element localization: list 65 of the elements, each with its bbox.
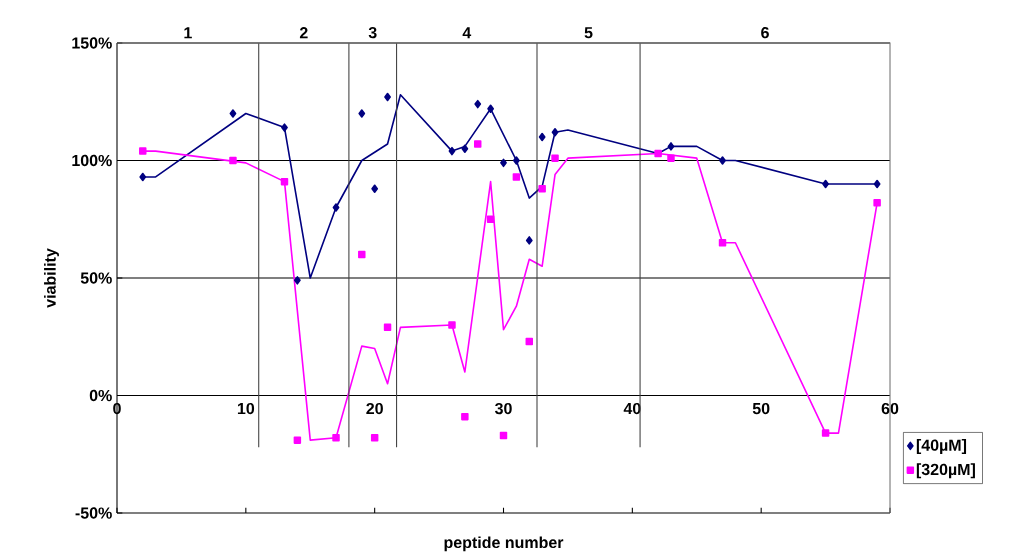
y-axis-title: viability — [44, 248, 59, 308]
point — [371, 184, 379, 193]
point — [718, 239, 727, 247]
y-tick-label: 0% — [89, 389, 112, 402]
point — [487, 104, 495, 114]
point — [370, 434, 379, 442]
point — [551, 128, 559, 137]
point — [474, 140, 482, 148]
text: 2 — [299, 27, 308, 39]
legend-label: [40µM] — [916, 439, 967, 455]
text: 4 — [462, 27, 472, 39]
point — [229, 156, 237, 165]
text: 6 — [761, 26, 769, 39]
text: 1 — [184, 27, 192, 39]
point — [667, 142, 675, 151]
point — [486, 215, 495, 223]
point — [358, 109, 366, 118]
point — [538, 132, 546, 142]
point — [474, 99, 482, 109]
x-tick-label: 50 — [752, 402, 770, 415]
point — [281, 123, 288, 132]
point — [229, 109, 237, 118]
point — [293, 276, 301, 285]
point — [500, 158, 507, 168]
point — [448, 321, 456, 329]
point — [821, 429, 830, 437]
text: 5 — [584, 27, 593, 39]
point — [654, 149, 662, 158]
legend-label: [320µM] — [916, 463, 975, 479]
x-tick-label: 40 — [623, 402, 641, 415]
point — [551, 154, 559, 162]
point — [525, 236, 533, 245]
x-tick-label: 0 — [113, 402, 121, 415]
point — [461, 144, 469, 154]
point — [667, 154, 675, 162]
point — [873, 179, 881, 189]
point — [139, 172, 147, 182]
point — [525, 337, 534, 346]
point — [512, 156, 520, 165]
x-tick-label: 30 — [494, 402, 512, 415]
point — [332, 203, 340, 212]
y-tick-label: 150% — [72, 37, 112, 49]
point — [448, 146, 456, 156]
x-tick-label: 60 — [881, 402, 899, 415]
point — [822, 179, 829, 189]
y-tick-label: -50% — [75, 507, 112, 519]
point — [280, 177, 289, 186]
y-tick-label: 100% — [72, 154, 112, 167]
point — [538, 184, 546, 193]
point — [499, 431, 508, 440]
point — [461, 412, 469, 421]
text: 3 — [368, 26, 377, 39]
point — [358, 250, 366, 259]
point — [383, 323, 392, 332]
point — [293, 436, 302, 444]
point — [873, 199, 881, 207]
x-tick-label: 10 — [237, 402, 255, 415]
x-tick-label: 20 — [366, 402, 383, 415]
x-axis-title: peptide number — [444, 536, 564, 552]
point — [139, 147, 147, 155]
point — [719, 156, 726, 165]
point — [332, 434, 340, 442]
point — [384, 92, 391, 102]
y-tick-label: 50% — [80, 272, 112, 284]
point — [512, 173, 521, 181]
